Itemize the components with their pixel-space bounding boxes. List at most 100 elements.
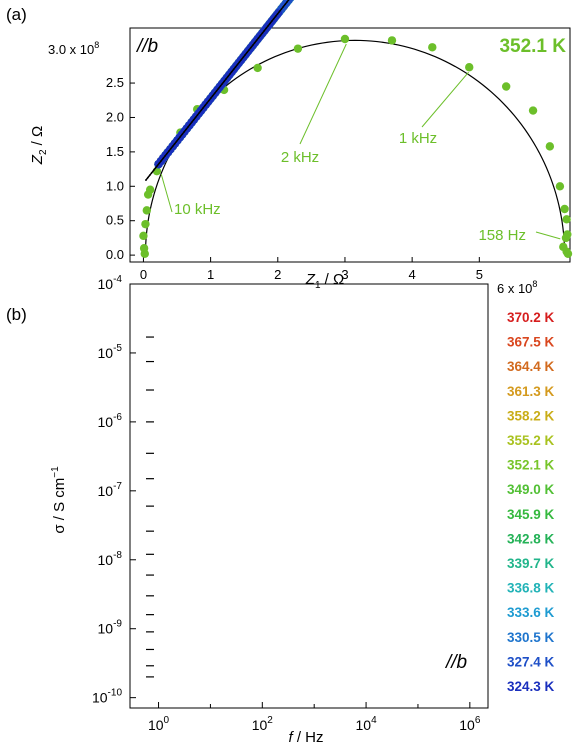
panel-a-data-point xyxy=(563,249,573,258)
panel-a-annotation-leader xyxy=(421,71,469,128)
panel-a-y-tick-label: 0.5 xyxy=(106,213,124,228)
panel-b-legend-entry: 342.8 K xyxy=(507,531,555,546)
panel-b-frame xyxy=(129,283,489,709)
panel-a-annotations: 10 kHz 2 kHz 1 kHz 158 Hz xyxy=(160,43,561,244)
panel-b-series xyxy=(154,0,294,169)
panel-a-data-point xyxy=(139,244,149,253)
panel-a-temperature-label: 352.1 K xyxy=(499,36,566,57)
panel-b-legend-entry: 352.1 K xyxy=(507,458,555,473)
panel-b-x-tick-label: 100 xyxy=(148,715,170,733)
panel-a-data-points xyxy=(139,34,573,258)
panel-a-y-axis-label: Z2 / Ω xyxy=(29,126,49,165)
panel-b-x-tick-label: 104 xyxy=(356,715,378,733)
panel-b-legend-entry: 355.2 K xyxy=(507,433,555,448)
panel-b-legend-entry: 333.6 K xyxy=(507,605,555,620)
panel-b-series xyxy=(154,0,294,169)
panel-a-x-tick-label: 3 xyxy=(341,267,348,282)
panel-b-legend: 370.2 K 367.5 K 364.4 K 361.3 K 358.2 K 355.2… xyxy=(507,310,555,694)
panel-a-data-point xyxy=(428,43,437,52)
panel-b-legend-entry: 324.3 K xyxy=(507,679,555,694)
panel-b-orientation-label: //b xyxy=(444,652,467,673)
panel-b-y-tick-label: 10-6 xyxy=(98,412,123,430)
panel-a-data-point xyxy=(528,106,538,115)
panel-a-orientation-label: //b xyxy=(135,36,158,57)
panel-a-x-tick-label: 5 xyxy=(476,267,483,282)
panel-a-annotation-label: 2 kHz xyxy=(281,149,319,166)
panel-a-data-point xyxy=(152,166,162,176)
panel-a-x-tick-label: 2 xyxy=(274,267,281,282)
panel-b-label: (b) xyxy=(6,305,27,324)
panel-a-data-point xyxy=(561,233,571,243)
panel-b-y-tick-label: 10-7 xyxy=(98,481,123,499)
panel-a-y-tick-label: 2.0 xyxy=(106,109,124,124)
panel-a-x-axis-label: Z1 / Ω xyxy=(305,271,344,291)
panel-b-fit-line xyxy=(145,0,290,181)
panel-b-fit-curves xyxy=(145,0,290,678)
panel-b-legend-entry: 358.2 K xyxy=(507,408,555,423)
panel-a-y-tick-label: 1.5 xyxy=(106,144,124,159)
panel-b-conductivity-plot: (b) 100 102 104 106 10-1010-910-810-710-610… xyxy=(6,0,555,745)
panel-b-legend-entry: 330.5 K xyxy=(507,630,555,645)
panel-b-y-tick-label: 10-10 xyxy=(92,688,122,706)
panel-a-data-point xyxy=(387,36,397,45)
panel-b-data-point xyxy=(288,0,294,1)
panel-b-y-tick-label: 10-5 xyxy=(98,343,123,361)
panel-b-legend-entry: 345.9 K xyxy=(507,507,555,522)
panel-b-y-tick-label: 10-4 xyxy=(98,274,123,292)
panel-a-data-point xyxy=(555,182,565,191)
panel-a-annotation-leader xyxy=(160,174,173,213)
panel-a-data-point xyxy=(501,82,511,91)
panel-b-legend-entry: 364.4 K xyxy=(507,359,555,374)
panel-a-x-ticks: 0 1 2 3 4 5 xyxy=(140,257,483,282)
panel-b-fit-line xyxy=(145,0,290,181)
panel-a-y-tick-label: 1.0 xyxy=(106,178,124,193)
panel-a-annotation-label: 10 kHz xyxy=(174,201,221,218)
panel-a-x-tick-label: 4 xyxy=(409,267,416,282)
panel-a-impedance-plot: (a) 0 1 2 3 4 5 0.0 0.5 1.0 1.5 2.0 2.5 10 kHz 2 kH… xyxy=(6,5,573,296)
panel-a-data-point xyxy=(545,142,555,151)
panel-a-data-point xyxy=(560,204,569,214)
panel-a-y-multiplier: 3.0 x 108 xyxy=(48,40,99,57)
panel-a-annotation-leader xyxy=(299,43,347,145)
panel-b-x-axis-label: f / Hz xyxy=(288,729,323,745)
panel-a-data-point xyxy=(253,63,262,73)
panel-b-series xyxy=(154,0,294,169)
panel-b-legend-entry: 327.4 K xyxy=(507,654,555,669)
panel-a-data-point xyxy=(562,215,571,224)
panel-a-data-point xyxy=(145,185,155,194)
panel-a-semicircle-fit xyxy=(144,39,566,256)
panel-a-x-multiplier: 6 x 108 xyxy=(497,279,537,296)
panel-b-legend-entry: 349.0 K xyxy=(507,482,555,497)
panel-a-frame xyxy=(129,27,571,263)
panel-b-x-ticks: 100 102 104 106 xyxy=(148,702,481,733)
panel-b-fit-line xyxy=(145,0,290,181)
panel-a-data-point xyxy=(141,219,150,229)
panel-a-data-point xyxy=(139,231,148,241)
panel-a-y-tick-label: 2.5 xyxy=(106,75,124,90)
panel-a-annotation-leader xyxy=(535,231,561,240)
panel-b-legend-entry: 339.7 K xyxy=(507,556,555,571)
panel-b-legend-entry: 361.3 K xyxy=(507,384,555,399)
panel-b-legend-entry: 336.8 K xyxy=(507,581,555,596)
panel-b-y-ticks: 10-10 10-9 10-8 10-7 10-6 10-5 10-4 xyxy=(92,274,136,706)
panel-b-x-tick-label: 106 xyxy=(459,715,481,733)
panel-a-data-point xyxy=(142,206,151,215)
panel-b-y-tick-label: 10-8 xyxy=(98,550,123,568)
panel-b-y-tick-label: 10-9 xyxy=(98,619,123,637)
panel-b-y-axis-label: σ / S cm−1 xyxy=(50,466,68,534)
panel-a-data-point xyxy=(293,44,303,53)
panel-a-data-point xyxy=(465,63,474,72)
panel-a-x-tick-label: 0 xyxy=(140,267,147,282)
panel-a-x-tick-label: 1 xyxy=(207,267,214,282)
panel-a-data-point xyxy=(340,34,350,44)
panel-a-label: (a) xyxy=(6,5,27,24)
panel-a-annotation-label: 158 Hz xyxy=(478,227,526,244)
panel-b-x-tick-label: 102 xyxy=(252,715,274,733)
panel-a-y-ticks: 0.0 0.5 1.0 1.5 2.0 2.5 xyxy=(106,75,135,262)
panel-b-series xyxy=(154,0,294,169)
panel-b-legend-entry: 370.2 K xyxy=(507,310,555,325)
panel-a-annotation-label: 1 kHz xyxy=(399,130,437,147)
panel-b-legend-entry: 367.5 K xyxy=(507,335,555,350)
panel-a-fit-curve xyxy=(144,39,566,256)
